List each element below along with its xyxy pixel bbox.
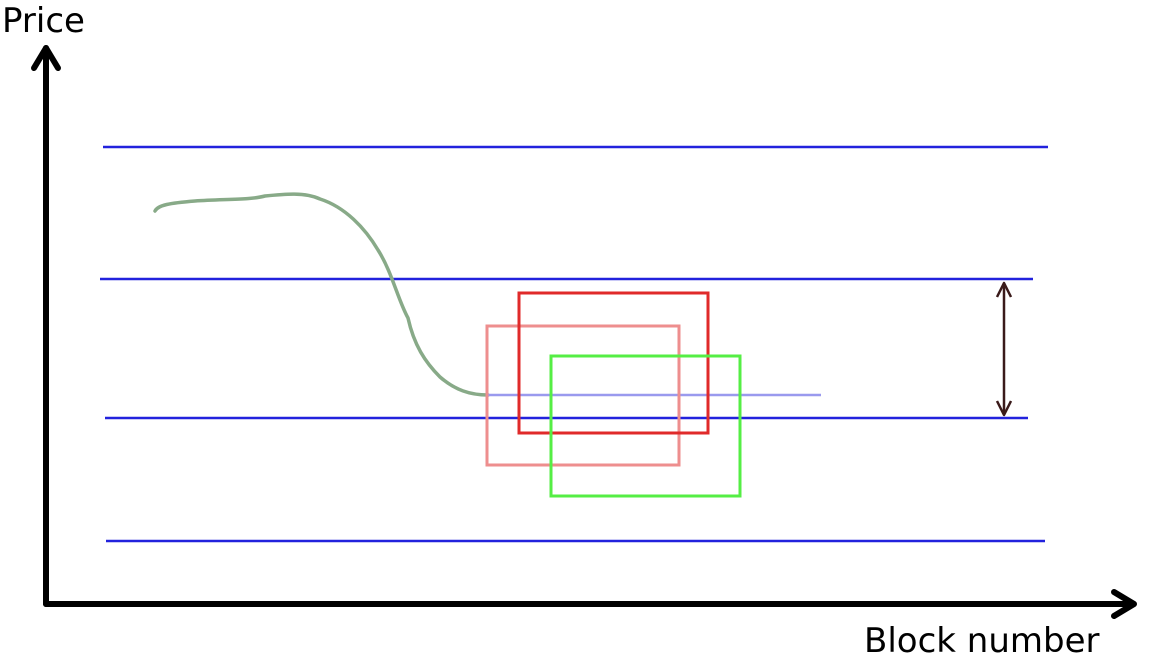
price-curve bbox=[153, 192, 490, 397]
range-arrow bbox=[995, 281, 1013, 417]
range-box-pink bbox=[485, 324, 681, 467]
x-axis-label: Block number bbox=[864, 621, 1100, 661]
x-axis bbox=[43, 589, 1137, 619]
y-axis bbox=[31, 45, 61, 607]
range-box-green bbox=[549, 354, 742, 498]
range-box-red bbox=[517, 291, 710, 435]
y-axis-label: Price bbox=[2, 1, 85, 41]
x-axis-arrowhead-icon bbox=[1111, 589, 1137, 619]
y-axis-arrowhead-icon bbox=[31, 45, 61, 71]
